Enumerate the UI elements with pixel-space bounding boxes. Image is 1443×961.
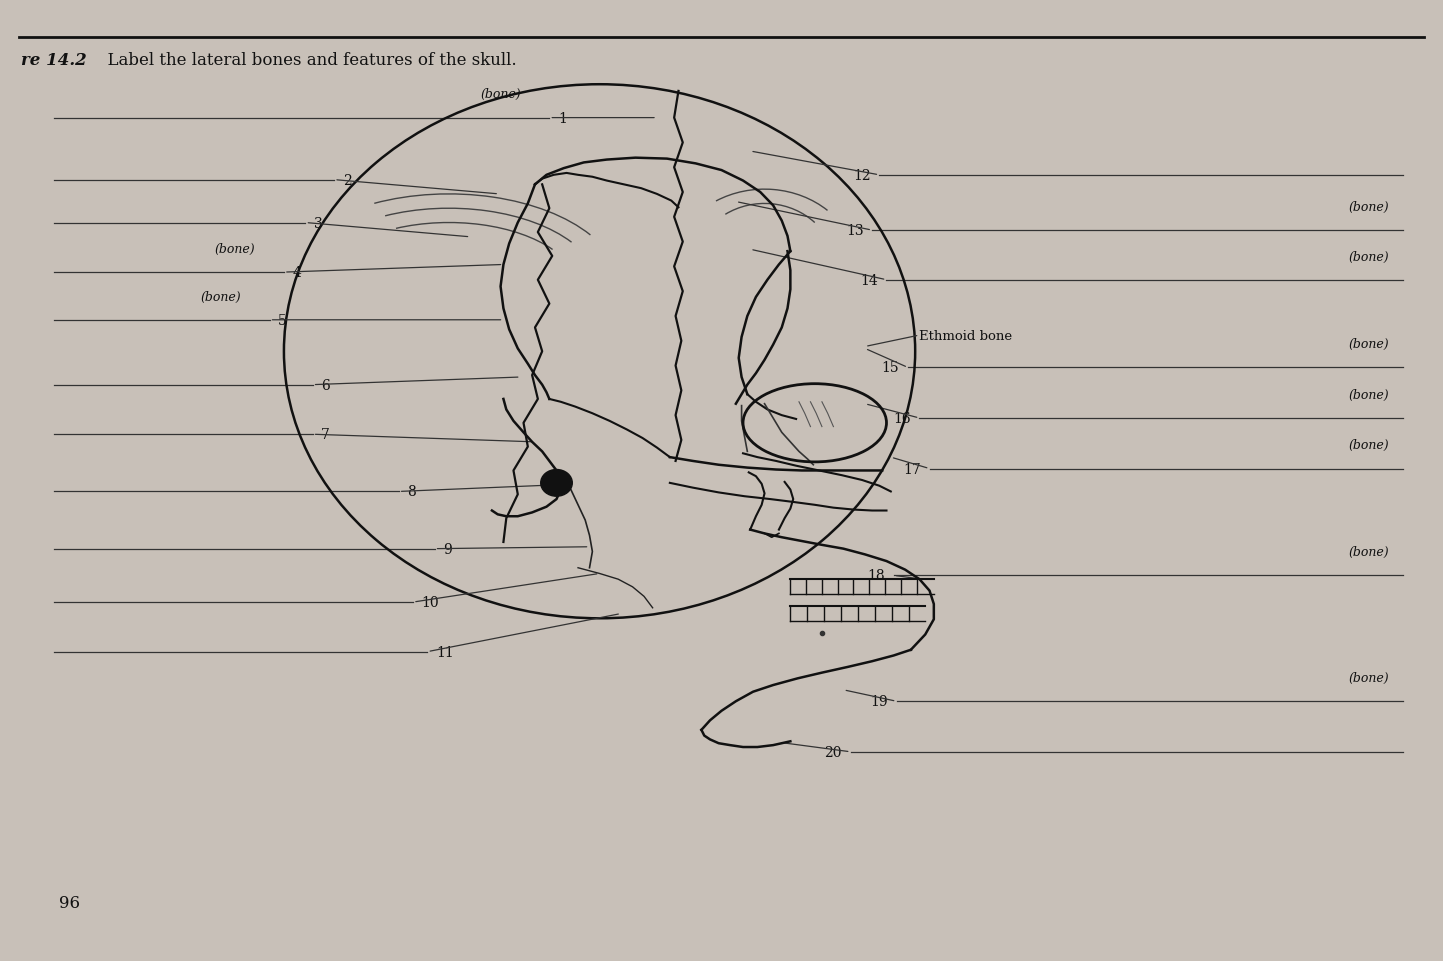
Text: 18: 18 <box>867 569 885 582</box>
Text: 4: 4 <box>293 266 302 280</box>
Text: 1: 1 <box>558 111 567 126</box>
Text: 13: 13 <box>846 224 863 238</box>
Text: 15: 15 <box>882 361 899 375</box>
Text: 12: 12 <box>853 168 870 183</box>
Text: re 14.2: re 14.2 <box>22 52 87 69</box>
Text: 2: 2 <box>343 173 352 187</box>
Text: (bone): (bone) <box>1348 250 1388 263</box>
Text: 8: 8 <box>407 485 416 499</box>
Text: 5: 5 <box>278 313 287 328</box>
Text: 17: 17 <box>903 462 921 476</box>
Text: 7: 7 <box>322 428 330 442</box>
Text: 16: 16 <box>893 411 911 426</box>
Text: (bone): (bone) <box>1348 201 1388 213</box>
Text: (bone): (bone) <box>1348 546 1388 558</box>
Text: 14: 14 <box>860 274 877 287</box>
Text: 9: 9 <box>443 542 452 556</box>
Text: Ethmoid bone: Ethmoid bone <box>919 330 1013 342</box>
Text: Label the lateral bones and features of the skull.: Label the lateral bones and features of … <box>98 52 517 69</box>
Text: 3: 3 <box>315 216 323 231</box>
Text: 19: 19 <box>870 695 887 708</box>
Text: (bone): (bone) <box>481 88 521 101</box>
Text: (bone): (bone) <box>201 290 241 304</box>
Text: (bone): (bone) <box>1348 338 1388 351</box>
Text: 96: 96 <box>59 894 79 911</box>
Text: (bone): (bone) <box>1348 672 1388 684</box>
Text: 11: 11 <box>436 645 453 659</box>
Ellipse shape <box>541 470 573 497</box>
Text: (bone): (bone) <box>1348 439 1388 452</box>
Text: 20: 20 <box>824 745 843 759</box>
Text: (bone): (bone) <box>215 243 255 256</box>
Text: (bone): (bone) <box>1348 388 1388 402</box>
Text: 10: 10 <box>421 596 439 609</box>
Text: 6: 6 <box>322 379 330 392</box>
